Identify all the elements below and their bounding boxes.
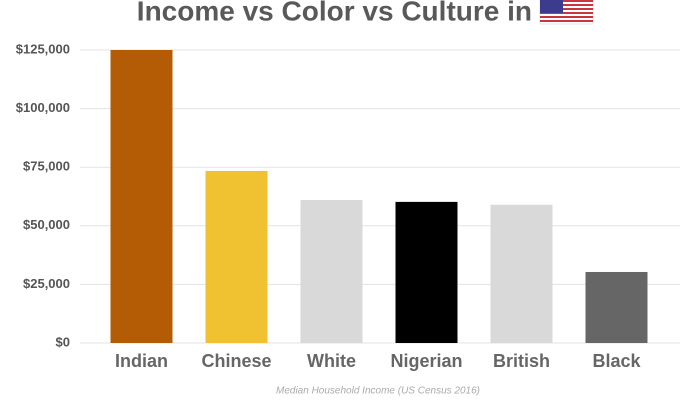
x-axis-label: Median Household Income (US Census 2016) bbox=[276, 386, 480, 397]
y-tick-label: $25,000 bbox=[23, 276, 70, 291]
y-tick-label: $0 bbox=[56, 334, 70, 349]
x-tick-label: Nigerian bbox=[390, 351, 462, 371]
x-tick-label: British bbox=[493, 351, 550, 371]
y-tick-label: $50,000 bbox=[23, 217, 70, 232]
y-tick-label: $75,000 bbox=[23, 159, 70, 174]
x-tick-label: Chinese bbox=[201, 351, 271, 371]
bar bbox=[395, 201, 458, 343]
chart-title: Income vs Color vs Culture in bbox=[137, 0, 532, 26]
x-tick-label: Black bbox=[592, 351, 641, 371]
y-tick-label: $125,000 bbox=[16, 41, 70, 56]
bar bbox=[585, 271, 648, 343]
y-tick-label: $100,000 bbox=[16, 100, 70, 115]
bar bbox=[205, 170, 268, 343]
x-tick-label: White bbox=[307, 351, 356, 371]
us-flag bbox=[539, 0, 594, 25]
bar bbox=[490, 204, 553, 343]
bar bbox=[110, 50, 173, 343]
x-tick-label: Indian bbox=[115, 351, 168, 371]
bar bbox=[300, 200, 363, 343]
